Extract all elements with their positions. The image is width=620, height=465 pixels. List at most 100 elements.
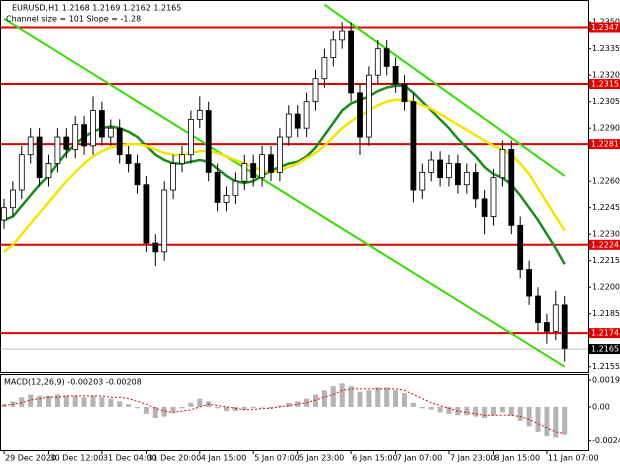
macd-bar: [170, 406, 176, 413]
macd-bar: [446, 406, 452, 414]
macd-tick-label: -0.00243: [592, 436, 620, 445]
macd-bar: [437, 406, 443, 413]
candle-body: [410, 101, 417, 191]
macd-bar: [250, 406, 256, 409]
candle-body: [152, 242, 159, 253]
macd-bar: [126, 404, 132, 407]
candle-body: [196, 110, 203, 120]
macd-bar: [473, 406, 479, 417]
candle-body: [223, 194, 230, 203]
candle-body: [116, 127, 123, 156]
candle-body: [187, 118, 194, 156]
macd-bar: [499, 406, 505, 413]
macd-bar: [464, 406, 470, 416]
macd-bar: [526, 406, 532, 427]
candle-body: [330, 39, 337, 58]
macd-bar: [99, 397, 105, 407]
macd-bar: [135, 406, 140, 409]
macd-bar: [188, 402, 194, 407]
trend-line: [323, 3, 566, 177]
level-label-bg: [589, 239, 620, 250]
macd-bar: [384, 387, 390, 407]
y-tick-label: 1.2350: [592, 18, 620, 27]
header: EURUSD,H1 1.2168 1.2169 1.2162 1.2165: [12, 4, 181, 13]
macd-bar: [224, 406, 229, 412]
candle-body: [161, 189, 168, 253]
macd-bar: [375, 387, 381, 407]
candle-body: [170, 163, 177, 191]
candle-body: [250, 163, 257, 179]
macd-bar: [54, 394, 60, 407]
x-tick-label: 6 Jan 15:00: [352, 454, 398, 463]
macd-bar: [90, 395, 96, 407]
macd-bar: [197, 398, 203, 407]
macd-bar: [28, 394, 34, 407]
y-tick-label: 1.2230: [592, 230, 620, 239]
y-tick-label: 1.2305: [592, 97, 620, 106]
macd-bar: [232, 406, 238, 412]
candle-body: [312, 78, 319, 103]
level-label-bg: [589, 328, 620, 339]
candle-body: [205, 110, 212, 173]
main-panel: [0, 3, 588, 368]
candle-body: [552, 304, 559, 332]
candle-body: [143, 184, 150, 244]
candle-body: [303, 101, 310, 129]
candle-body: [259, 154, 266, 179]
candle-body: [107, 127, 114, 138]
level-label: 1.2224: [591, 240, 619, 249]
candle-body: [72, 124, 79, 150]
macd-bar: [535, 406, 541, 432]
level-label: 1.2347: [591, 23, 619, 32]
macd-bar: [161, 406, 167, 417]
macd-bar: [72, 395, 78, 407]
current-price-label: 1.2165: [591, 345, 619, 354]
candle-body: [392, 65, 399, 85]
candle-body: [535, 295, 541, 323]
candle-body: [454, 163, 461, 186]
candle-body: [285, 113, 292, 138]
macd-bar: [143, 406, 149, 414]
candle-body: [446, 163, 452, 179]
candle-body: [90, 110, 96, 147]
candle-body: [45, 163, 52, 179]
level-label-bg: [589, 139, 620, 150]
candle-body: [36, 136, 43, 179]
macd-bar: [46, 395, 51, 407]
x-tick-label: 5 Jan 07:00: [254, 454, 300, 463]
candle-body: [81, 124, 87, 147]
candle-body: [1, 207, 7, 221]
macd-bar: [321, 390, 327, 407]
candle-body: [374, 48, 381, 76]
macd-bar: [108, 398, 114, 407]
macd-bar: [508, 406, 514, 416]
x-tick-label: 31 Dec 20:00: [147, 454, 201, 463]
macd-bar: [482, 406, 488, 419]
candle-body: [526, 269, 532, 297]
current-price-bg: [589, 344, 620, 355]
candle-body: [472, 171, 479, 200]
macd-bar: [117, 401, 123, 407]
candle-body: [232, 180, 239, 196]
macd-bar: [268, 406, 274, 409]
candle-body: [276, 136, 283, 173]
x-tick-label: 7 Jan 07:00: [397, 454, 443, 463]
macd-bar: [348, 386, 354, 407]
macd-bar: [562, 406, 568, 435]
x-tick-label: 8 Jan 15:00: [495, 454, 541, 463]
macd-bar: [330, 386, 336, 407]
macd-tick-label: 0.00: [592, 402, 610, 411]
y-tick-label: 1.2155: [592, 362, 620, 371]
macd-bar: [402, 393, 407, 407]
macd-bar: [491, 406, 496, 416]
candle-body: [490, 177, 497, 217]
y-tick-label: 1.2245: [592, 203, 620, 212]
candle-body: [357, 92, 363, 138]
subheader: Channel size = 101 Slope = -1.28: [6, 15, 141, 24]
macd-label: MACD(12,26,9) -0.00203 -0.00208: [4, 378, 142, 387]
y-tick-label: 1.2335: [592, 44, 620, 53]
candle-body: [517, 224, 524, 270]
macd-bar: [179, 406, 185, 409]
